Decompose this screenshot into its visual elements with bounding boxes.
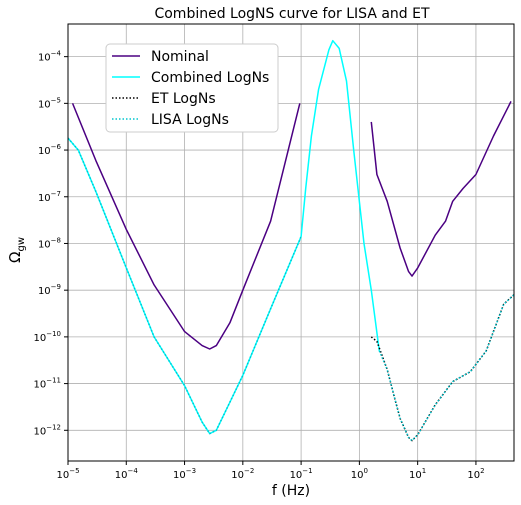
- x-tick-label: 10−5: [56, 467, 79, 481]
- x-tick-label-exponent: −5: [69, 467, 79, 475]
- legend-label-1: Combined LogNs: [151, 70, 269, 86]
- y-tick-label-exponent: −10: [46, 330, 61, 338]
- y-tick-label: 10−11: [33, 377, 61, 391]
- x-tick-label-base: 10: [290, 470, 303, 481]
- y-tick-label: 10−5: [38, 96, 61, 110]
- y-tick-label-exponent: −4: [51, 50, 62, 58]
- x-tick-label-base: 10: [409, 470, 422, 481]
- y-tick-label-exponent: −11: [46, 377, 61, 385]
- x-tick-label: 101: [409, 467, 426, 481]
- x-tick-label-base: 10: [467, 470, 480, 481]
- y-tick-label-base: 10: [38, 239, 51, 250]
- y-tick-label-base: 10: [38, 53, 51, 64]
- series-line-0: [370, 101, 512, 277]
- plot-lines: [67, 39, 515, 442]
- axis-ticks: 10−5 10−4 10−3 10−2 10−1 100 101 10210−1210−111…: [33, 50, 484, 481]
- series-line-0: [71, 103, 301, 350]
- y-tick-label-base: 10: [33, 380, 46, 391]
- y-tick-label-base: 10: [33, 333, 46, 344]
- x-tick-label-exponent: 1: [422, 467, 426, 475]
- x-tick-label-exponent: −2: [244, 467, 254, 475]
- series-line-3: [67, 137, 302, 435]
- y-axis-label: Ωgw: [6, 237, 27, 263]
- y-tick-label: 10−4: [38, 50, 62, 64]
- x-tick-label-exponent: −4: [127, 467, 138, 475]
- legend-label-0: Nominal: [151, 49, 209, 65]
- x-tick-label: 10−1: [290, 467, 313, 481]
- y-tick-label-exponent: −9: [51, 283, 61, 291]
- x-tick-label-exponent: 0: [364, 467, 368, 475]
- y-tick-label: 10−10: [33, 330, 61, 344]
- legend: Nominal Combined LogNs ET LogNs LISA LogNs: [105, 43, 279, 133]
- x-tick-label-base: 10: [231, 470, 244, 481]
- y-tick-label-base: 10: [38, 193, 51, 204]
- y-tick-label-base: 10: [33, 426, 46, 437]
- x-tick-label: 10−3: [173, 467, 196, 481]
- y-tick-label-base: 10: [38, 99, 51, 110]
- plot-frame: [67, 23, 515, 462]
- y-tick-label: 10−9: [38, 283, 61, 297]
- x-tick-label: 10−4: [115, 467, 139, 481]
- x-tick-label-exponent: 2: [480, 467, 484, 475]
- x-axis-label: f (Hz): [272, 483, 310, 499]
- x-tick-label-base: 10: [173, 470, 186, 481]
- x-tick-label-exponent: −1: [302, 467, 312, 475]
- x-tick-label-base: 10: [351, 470, 364, 481]
- series-line-3: [378, 294, 515, 442]
- x-tick-label-exponent: −3: [186, 467, 196, 475]
- x-tick-label-base: 10: [56, 470, 69, 481]
- y-axis-label-symbol: Ω: [6, 252, 24, 263]
- chart-title: Combined LogNS curve for LISA and ET: [154, 6, 430, 22]
- legend-box: [105, 43, 279, 133]
- y-tick-label-exponent: −5: [51, 96, 61, 104]
- y-tick-label: 10−7: [38, 190, 61, 204]
- x-tick-label-base: 10: [115, 470, 128, 481]
- y-tick-label-exponent: −7: [51, 190, 61, 198]
- x-tick-label: 102: [467, 467, 484, 481]
- y-tick-label-exponent: −8: [51, 236, 61, 244]
- legend-label-3: LISA LogNs: [151, 112, 229, 128]
- x-tick-label: 100: [351, 467, 368, 481]
- y-tick-label-exponent: −12: [46, 423, 61, 431]
- x-tick-label: 10−2: [231, 467, 254, 481]
- y-tick-label: 10−12: [33, 423, 61, 437]
- y-tick-label-exponent: −6: [51, 143, 62, 151]
- y-tick-label: 10−8: [38, 236, 61, 250]
- y-axis-label-subscript: gw: [16, 237, 27, 252]
- y-tick-label: 10−6: [38, 143, 62, 157]
- y-tick-label-base: 10: [38, 286, 51, 297]
- y-tick-label-base: 10: [38, 146, 51, 157]
- legend-label-2: ET LogNs: [151, 91, 216, 107]
